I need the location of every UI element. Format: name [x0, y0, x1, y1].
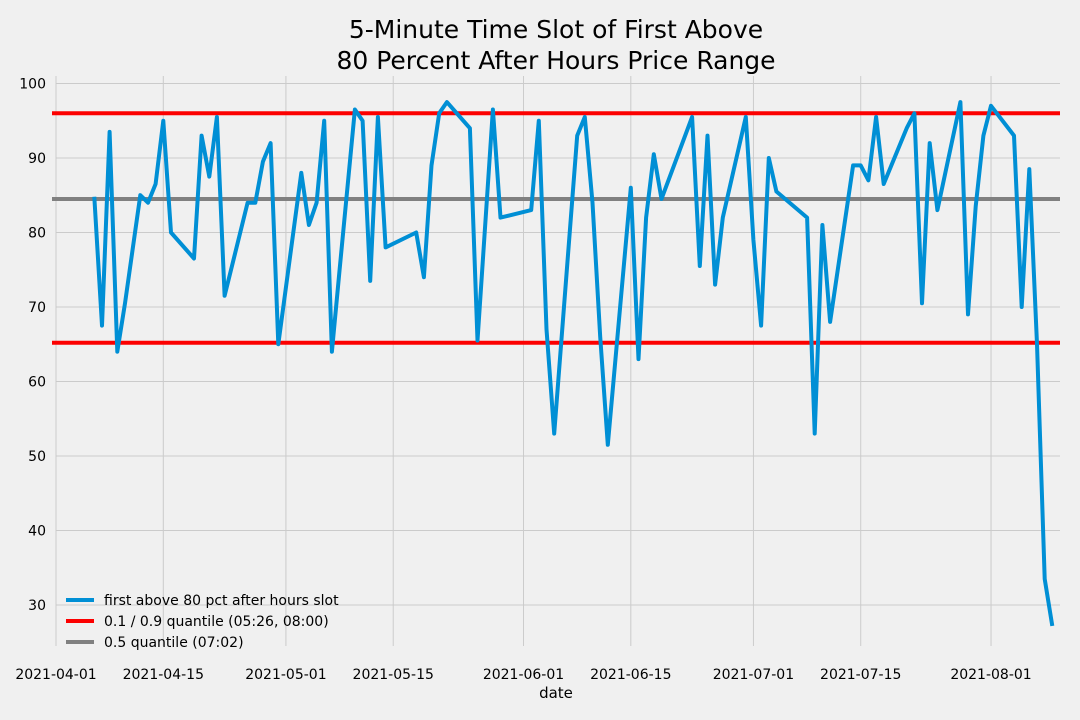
x-tick-label: 2021-05-01	[245, 667, 326, 683]
legend: first above 80 pct after hours slot 0.1 /…	[66, 593, 339, 651]
x-tick-label: 2021-06-01	[483, 667, 564, 683]
x-tick-label: 2021-08-01	[950, 667, 1031, 683]
y-tick-label: 100	[19, 76, 46, 92]
y-tick-label: 60	[28, 374, 46, 390]
x-tick-label: 2021-04-15	[123, 667, 204, 683]
chart-title-line-2: 80 Percent After Hours Price Range	[336, 46, 775, 75]
legend-label: first above 80 pct after hours slot	[104, 593, 339, 609]
x-tick-label: 2021-07-15	[820, 667, 901, 683]
y-tick-labels: 30 40 50 60 70 80 90 100	[19, 76, 46, 614]
x-axis-label: date	[539, 684, 573, 702]
x-tick-labels: 2021-04-01 2021-04-15 2021-05-01 2021-05-15…	[15, 667, 1031, 683]
y-tick-label: 40	[28, 524, 46, 540]
y-tick-label: 50	[28, 449, 46, 465]
legend-label: 0.1 / 0.9 quantile (05:26, 08:00)	[104, 614, 329, 630]
y-tick-label: 30	[28, 598, 46, 614]
y-tick-label: 70	[28, 300, 46, 316]
y-tick-label: 80	[28, 225, 46, 241]
x-tick-label: 2021-04-01	[15, 667, 96, 683]
x-tick-label: 2021-05-15	[353, 667, 434, 683]
series-layer	[52, 100, 1060, 627]
x-tick-label: 2021-06-15	[590, 667, 671, 683]
y-tick-label: 90	[28, 151, 46, 167]
series-line	[92, 100, 1055, 627]
x-tick-label: 2021-07-01	[713, 667, 794, 683]
chart-title-line-1: 5-Minute Time Slot of First Above	[349, 15, 763, 44]
legend-label: 0.5 quantile (07:02)	[104, 635, 244, 651]
